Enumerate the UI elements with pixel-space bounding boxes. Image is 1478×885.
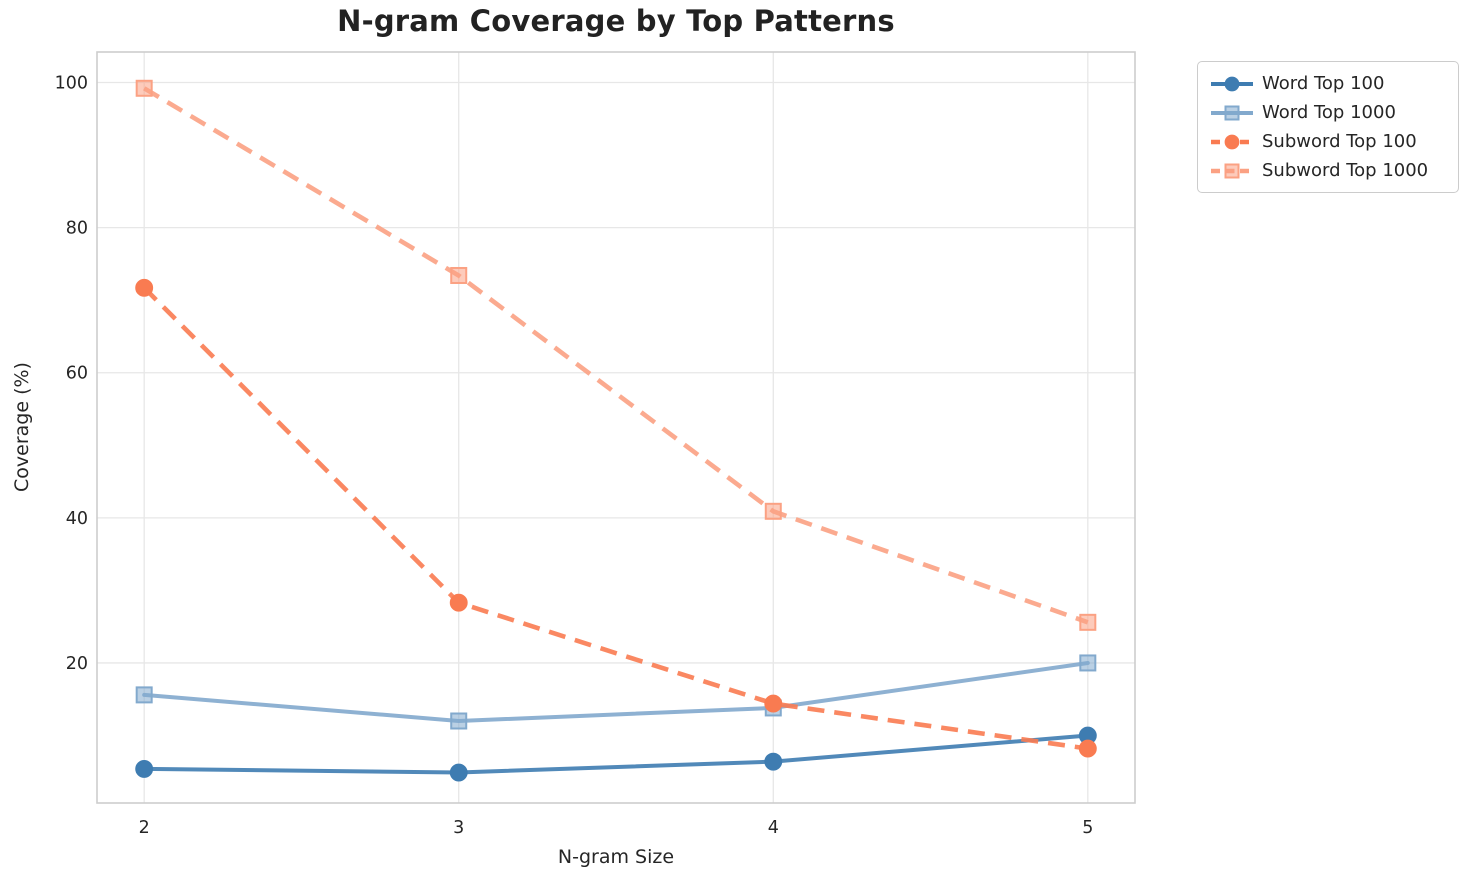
- legend-item-2: Word Top 1000: [1210, 98, 1450, 127]
- data-point-circle: [764, 752, 783, 771]
- legend-item-1: Word Top 100: [1210, 69, 1450, 98]
- y-tick-label: 100: [55, 73, 88, 93]
- legend-label: Subword Top 100: [1262, 131, 1417, 152]
- data-point-square: [1079, 654, 1097, 672]
- x-tick-label: 2: [139, 818, 150, 838]
- legend-swatch-icon: [1211, 105, 1253, 120]
- legend-swatch-icon: [1211, 163, 1253, 178]
- data-point-square: [450, 712, 468, 730]
- legend-item-4: Subword Top 1000: [1210, 156, 1450, 185]
- data-point-square: [135, 79, 153, 97]
- y-axis-label: Coverage (%): [11, 362, 33, 492]
- data-point-square: [1079, 613, 1097, 631]
- y-tick-label: 80: [66, 219, 88, 239]
- series-line-1: [142, 733, 1090, 775]
- data-point-circle: [1078, 739, 1097, 758]
- legend-item-3: Subword Top 100: [1210, 127, 1450, 156]
- legend-label: Subword Top 1000: [1262, 160, 1429, 181]
- x-tick-label: 5: [1082, 818, 1093, 838]
- legend-swatch-icon: [1211, 76, 1253, 91]
- data-point-square: [135, 686, 153, 704]
- data-point-circle: [449, 593, 468, 612]
- data-point-circle: [449, 763, 468, 782]
- legend: Word Top 100 Word Top 1000 Subword Top 100…: [1197, 61, 1459, 193]
- x-tick-label: 4: [768, 818, 779, 838]
- data-point-circle: [135, 278, 154, 297]
- legend-label: Word Top 100: [1262, 73, 1385, 94]
- series-line-2: [142, 661, 1090, 724]
- x-axis-label: N-gram Size: [557, 846, 675, 868]
- x-tick-label: 3: [453, 818, 464, 838]
- data-point-square: [450, 266, 468, 284]
- y-tick-label: 60: [66, 364, 88, 384]
- y-tick-label: 40: [66, 509, 88, 529]
- plot-background: [97, 52, 1135, 803]
- data-point-circle: [764, 694, 783, 713]
- legend-swatch-icon: [1211, 134, 1253, 149]
- y-tick-label: 20: [66, 654, 88, 674]
- series-line-4: [143, 86, 1089, 625]
- legend-label: Word Top 1000: [1262, 102, 1396, 123]
- series-line-3: [142, 286, 1089, 751]
- data-point-square: [764, 502, 782, 520]
- plot-border: [96, 51, 1136, 804]
- data-point-circle: [135, 759, 154, 778]
- chart-title: N-gram Coverage by Top Patterns: [337, 4, 895, 38]
